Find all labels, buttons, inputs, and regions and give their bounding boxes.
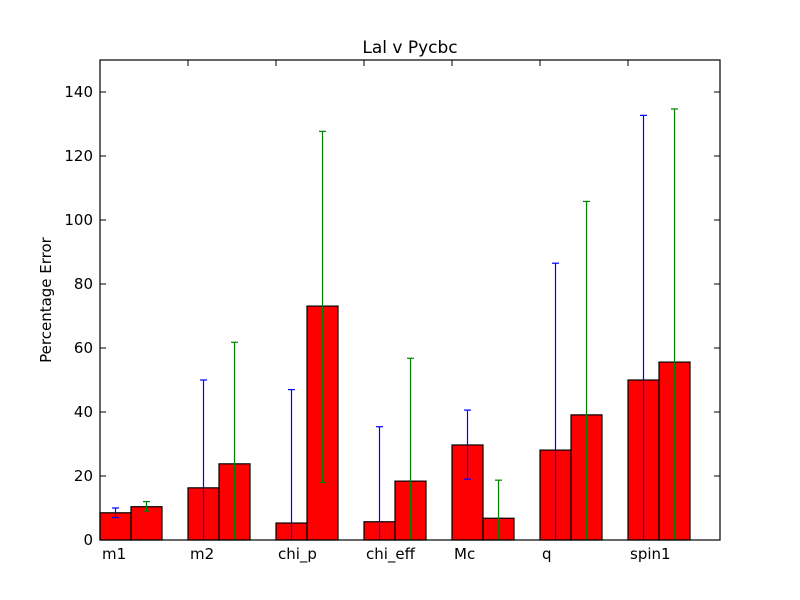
y-tick-label: 140 [64,83,93,101]
x-tick-label-q: q [542,545,552,563]
error-bar-m2-2 [231,341,238,540]
error-bar-q-2 [583,200,590,540]
y-tick-label: 120 [64,147,93,165]
x-tick-label-m1: m1 [102,545,126,563]
y-tick-label: 20 [74,467,93,485]
y-tick-label: 80 [74,275,93,293]
y-axis-label: Percentage Error [37,236,55,363]
axes-frame [99,59,721,541]
error-bar-chi_p-2 [319,130,326,483]
y-tick-label: 0 [83,531,93,549]
error-bar-m2-1 [200,379,207,540]
y-tick-label: 40 [74,403,93,421]
x-tick-label-chi_eff: chi_eff [366,545,416,564]
error-bar-m1-2 [143,501,150,512]
error-bar-spin1-2 [671,108,678,540]
error-bar-m1-1 [112,507,119,519]
error-bar-chi_eff-1 [376,426,383,540]
error-bar-Mc-1 [464,409,471,480]
x-tick-label-spin1: spin1 [630,545,671,563]
y-tick-label: 100 [64,211,93,229]
errorbars-layer [112,108,678,540]
y-tick-label: 60 [74,339,93,357]
error-bar-spin1-1 [640,114,647,540]
error-bar-chi_eff-2 [407,357,414,540]
chart-title: Lal v Pycbc [362,38,457,58]
axes-layer: 0 20 40 60 80 100 120 140 m1 m2 chi_p chi_eff Mc q spi… [64,59,721,564]
x-tick-label-Mc: Mc [454,545,475,563]
x-tick-label-m2: m2 [190,545,214,563]
error-bar-chi_p-1 [288,389,295,540]
error-bar-q-1 [552,262,559,540]
x-tick-label-chi_p: chi_p [278,545,317,564]
error-bar-Mc-2 [495,479,502,540]
